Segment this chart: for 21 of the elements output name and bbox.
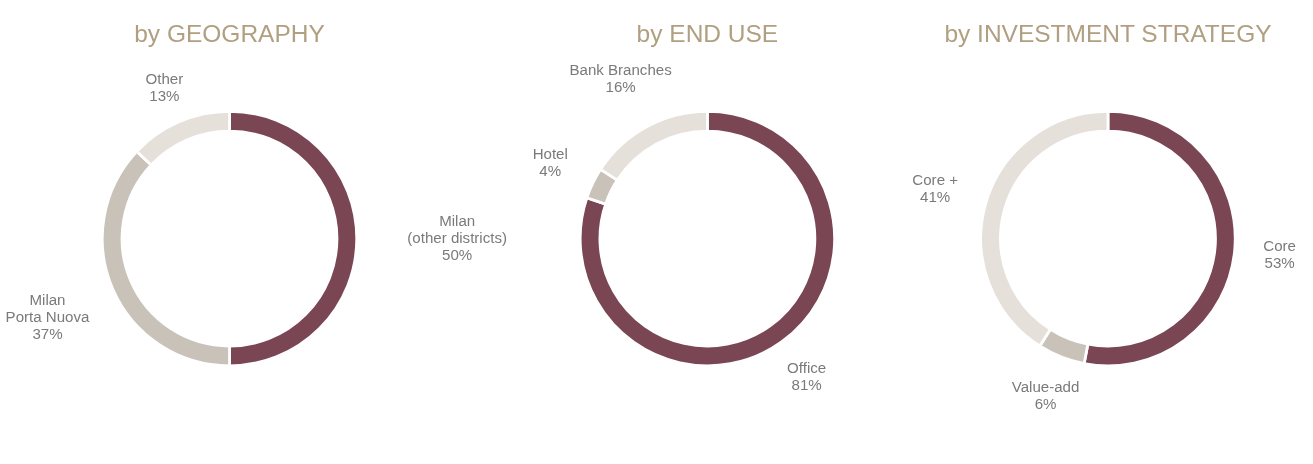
chart-title: by INVESTMENT STRATEGY bbox=[944, 19, 1272, 47]
slice-label: Core + bbox=[912, 170, 959, 188]
chart-title: by GEOGRAPHY bbox=[134, 19, 325, 47]
slice-label: Milan Porta Nuova bbox=[5, 291, 90, 326]
data-label: 4% bbox=[539, 161, 562, 179]
slice-label: Other bbox=[145, 70, 184, 88]
data-label: 13% bbox=[149, 87, 180, 105]
data-label: 6% bbox=[1034, 395, 1057, 413]
data-label: 53% bbox=[1264, 253, 1295, 271]
slice-label: Office bbox=[787, 359, 827, 377]
slice-label: Hotel bbox=[532, 144, 568, 162]
data-label: 41% bbox=[920, 187, 951, 205]
slice-label: Bank Branches bbox=[569, 61, 672, 79]
chart-title: by END USE bbox=[636, 19, 779, 47]
slice-label: Milan (other districts) bbox=[407, 212, 507, 247]
data-label: 50% bbox=[442, 246, 473, 264]
data-label: 37% bbox=[32, 325, 63, 343]
data-label: 16% bbox=[605, 77, 636, 95]
data-label: 81% bbox=[791, 376, 822, 394]
slice-label: Value-add bbox=[1011, 378, 1080, 396]
slice-label: Core bbox=[1263, 237, 1296, 255]
